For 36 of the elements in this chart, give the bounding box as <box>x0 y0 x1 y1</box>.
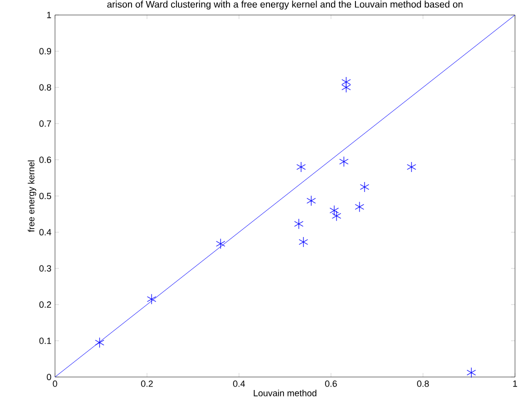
y-tick-label: 0.9 <box>39 48 52 54</box>
point <box>146 294 156 304</box>
y-tick-label: 0.5 <box>39 192 52 200</box>
point <box>330 205 339 216</box>
y-axis-title: free energy kernel <box>28 160 36 232</box>
point <box>406 162 416 172</box>
y-tick-label: 0.2 <box>39 301 52 308</box>
y-tick-label: 0 <box>46 374 52 380</box>
point <box>94 337 104 348</box>
x-axis-title: Louvain method <box>254 390 316 396</box>
y-tick-label: 1 <box>47 12 52 18</box>
y-tick-label: 0.1 <box>39 338 52 344</box>
point <box>360 182 370 192</box>
chart-title: arison of Ward clustering with a free energy kernel and the Louvain method based on <box>107 0 463 10</box>
point <box>306 195 316 206</box>
y-tick-label: 0.3 <box>39 265 52 272</box>
point <box>216 238 226 250</box>
x-tick-label: 0.8 <box>417 380 429 387</box>
x-tick-label: 0 <box>52 380 58 387</box>
y-tick-label: 0.4 <box>39 229 52 236</box>
point <box>339 156 349 167</box>
x-tick-label: 0.6 <box>325 380 337 387</box>
x-tick-label: 1 <box>513 380 518 387</box>
y-tick-label: 0.7 <box>39 120 52 127</box>
point <box>354 202 364 212</box>
point <box>294 218 304 230</box>
point <box>296 162 306 172</box>
x-tick-label: 0.2 <box>141 380 153 387</box>
x-tick-label: 0.4 <box>233 380 245 387</box>
y-tick-label: 0.6 <box>39 156 52 163</box>
point <box>332 210 342 222</box>
y-tick-label: 0.8 <box>39 84 52 91</box>
point <box>466 367 476 378</box>
point <box>298 236 308 248</box>
point <box>342 82 351 93</box>
point <box>342 76 351 88</box>
